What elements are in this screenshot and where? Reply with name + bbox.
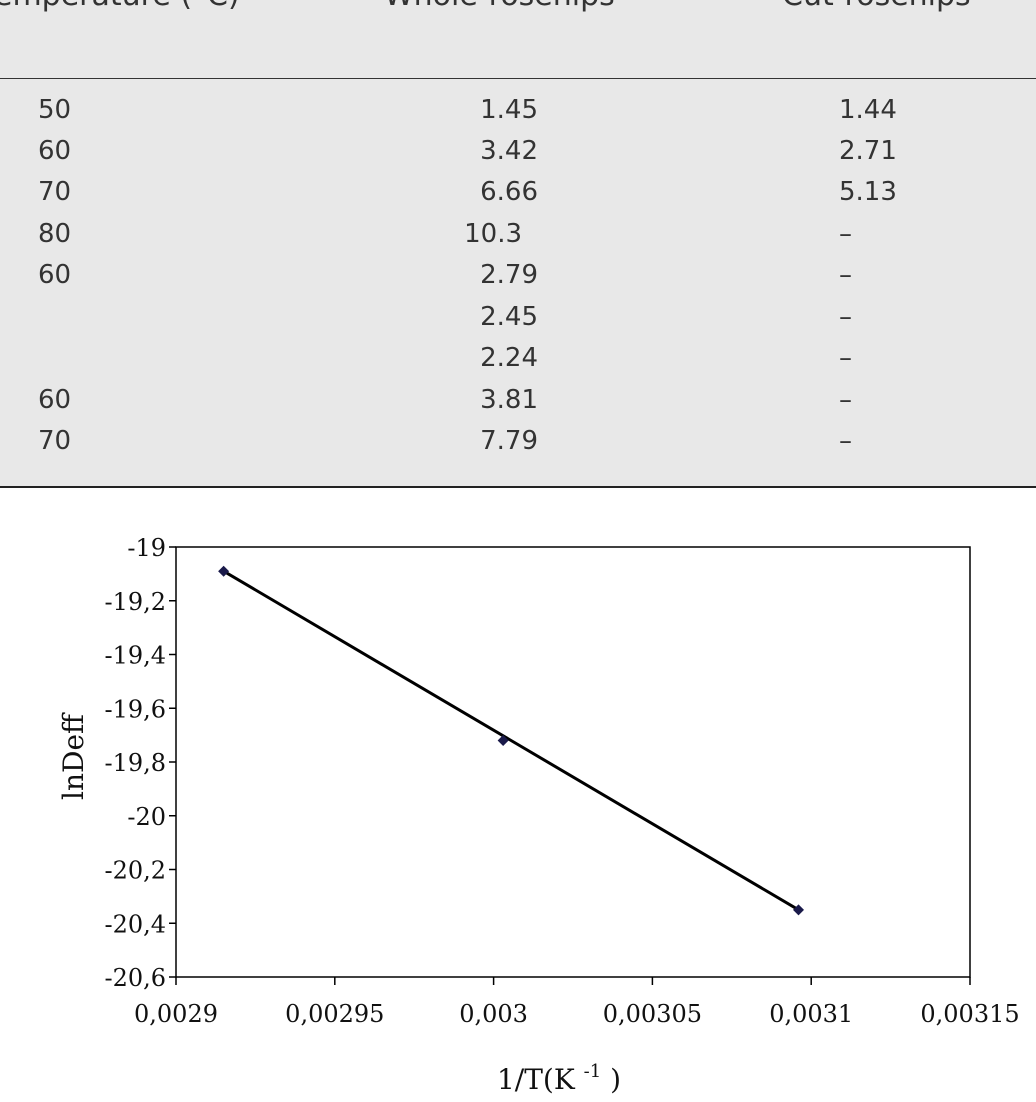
x-axis-label-end: ) — [610, 1063, 621, 1096]
cell-temperature: 80 — [38, 219, 72, 249]
cell-whole: 1.45 — [480, 95, 538, 125]
y-tick-label: -19,6 — [104, 695, 166, 723]
cell-whole: 7.79 — [480, 426, 538, 456]
cell-temperature: 60 — [38, 385, 72, 415]
y-tick-label: -19,2 — [104, 588, 166, 616]
y-tick-label: -20 — [127, 803, 166, 831]
cell-cut: – — [839, 385, 852, 415]
cell-cut: – — [839, 343, 852, 373]
cell-temperature: 60 — [38, 136, 72, 166]
cell-whole: 3.81 — [480, 385, 538, 415]
plot-frame — [175, 546, 971, 978]
table-row: 2.45 – — [0, 297, 1036, 338]
data-point — [218, 565, 230, 577]
y-tick-label: -19 — [127, 534, 166, 562]
x-tick-label: 0,00295 — [285, 1000, 384, 1028]
table-row: 80 10.3 – — [0, 214, 1036, 255]
x-tick-label: 0,0031 — [769, 1000, 853, 1028]
header-rule — [0, 78, 1036, 79]
y-tick-label: -20,2 — [104, 857, 166, 885]
x-axis-label-main: 1/T(K — [497, 1063, 576, 1096]
cell-temperature: 60 — [38, 260, 72, 290]
table-row: 70 6.66 5.13 — [0, 172, 1036, 213]
y-tick-label: -20,4 — [104, 910, 166, 938]
table-row: 70 7.79 – — [0, 421, 1036, 462]
x-axis-label-sup: -1 — [584, 1061, 602, 1082]
cell-whole: 2.79 — [480, 260, 538, 290]
cell-whole: 6.66 — [480, 177, 538, 207]
table-row: 60 3.42 2.71 — [0, 131, 1036, 172]
x-tick-label: 0,00305 — [603, 1000, 702, 1028]
cell-whole: 3.42 — [480, 136, 538, 166]
data-point — [497, 735, 509, 746]
cell-temperature: 70 — [38, 177, 72, 207]
table-row: 50 1.45 1.44 — [0, 90, 1036, 131]
header-cut-rosehips: Cut-rosehips — [782, 0, 971, 13]
x-axis-label: 1/T(K -1 ) — [497, 1051, 621, 1096]
cell-cut: 5.13 — [839, 177, 897, 207]
trend-line — [222, 569, 800, 912]
y-tick-label: -19,4 — [104, 642, 166, 670]
cell-whole: 2.24 — [480, 343, 538, 373]
table-row: 60 3.81 – — [0, 380, 1036, 421]
y-tick-label: -19,8 — [104, 749, 166, 777]
cell-cut: 1.44 — [839, 95, 897, 125]
table-row: 2.24 – — [0, 338, 1036, 379]
cell-cut: – — [839, 219, 852, 249]
cell-whole: 10.3 — [464, 219, 522, 249]
x-tick-label: 0,0029 — [134, 1000, 218, 1028]
plot-area — [218, 565, 804, 916]
x-axis: 0,0029 0,00295 0,003 0,00305 0,0031 0,00315 — [134, 977, 1020, 1028]
x-tick-label: 0,003 — [459, 1000, 528, 1028]
y-axis-label: lnDeff — [57, 712, 90, 800]
scatter-chart: -19 -19,2 -19,4 -19,6 -19,8 -20 -20,2 -20,4 -20,… — [57, 534, 1020, 1096]
table-bottom-rule — [0, 486, 1036, 488]
x-tick-label: 0,00315 — [920, 1000, 1019, 1028]
data-table: emperature (°C) Whole-rosehips Cut-roseh… — [0, 0, 1036, 488]
y-axis: -19 -19,2 -19,4 -19,6 -19,8 -20 -20,2 -20,4 -20,… — [104, 534, 176, 992]
cell-whole: 2.45 — [480, 302, 538, 332]
header-temperature: emperature (°C) — [0, 0, 240, 13]
cell-temperature: 70 — [38, 426, 72, 456]
cell-cut: – — [839, 426, 852, 456]
cell-temperature: 50 — [38, 95, 72, 125]
cell-cut: 2.71 — [839, 136, 897, 166]
y-tick-label: -20,6 — [104, 964, 166, 992]
header-whole-rosehips: Whole-rosehips — [384, 0, 615, 13]
cell-cut: – — [839, 302, 852, 332]
table-row: 60 2.79 – — [0, 255, 1036, 296]
cell-cut: – — [839, 260, 852, 290]
data-point — [792, 904, 804, 916]
